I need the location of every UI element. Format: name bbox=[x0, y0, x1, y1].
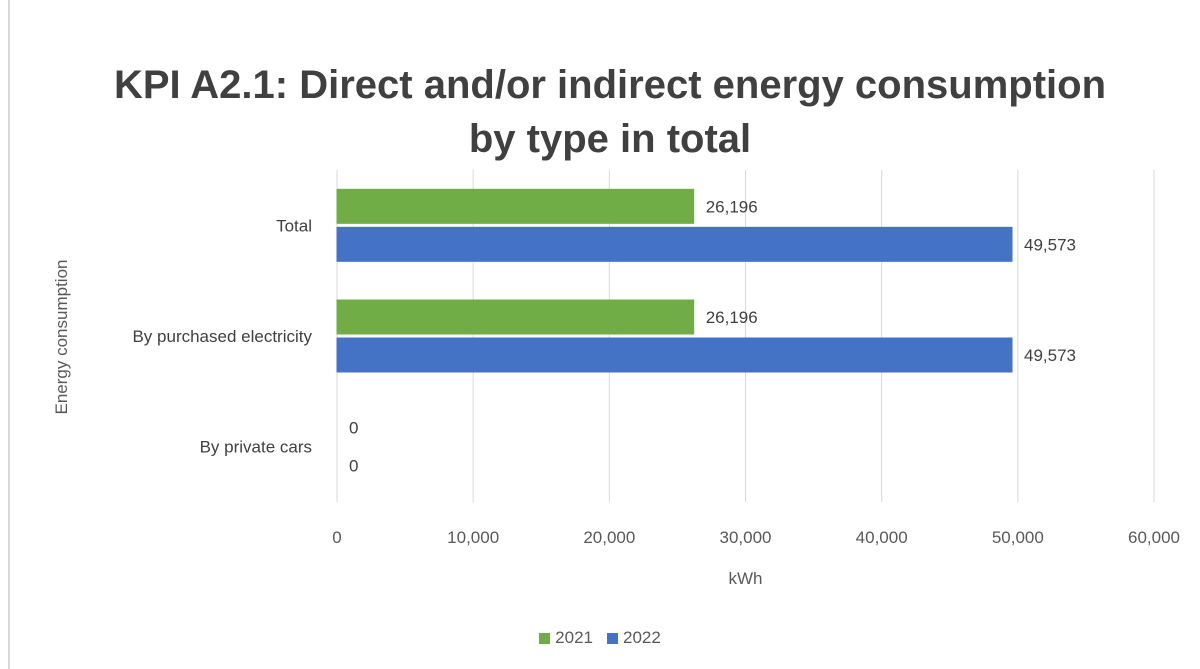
chart-legend: 2021 2022 bbox=[0, 628, 1200, 648]
bar-2022-0 bbox=[336, 226, 1013, 262]
legend-swatch-2022 bbox=[607, 632, 618, 644]
left-border bbox=[8, 0, 10, 669]
legend-label-2021: 2021 bbox=[555, 628, 593, 647]
data-label-2021: 26,196 bbox=[706, 197, 758, 216]
x-tick-label: 50,000 bbox=[992, 528, 1044, 547]
data-label-2021: 0 bbox=[349, 419, 358, 438]
x-tick-label: 30,000 bbox=[720, 528, 772, 547]
bar-2022-1 bbox=[336, 337, 1013, 373]
data-label-2022: 0 bbox=[349, 457, 358, 476]
legend-swatch-2021 bbox=[539, 632, 551, 644]
x-tick-label: 10,000 bbox=[447, 528, 499, 547]
x-tick-label: 20,000 bbox=[583, 528, 635, 547]
x-tick-label: 60,000 bbox=[1128, 528, 1180, 547]
legend-label-2022: 2022 bbox=[623, 628, 661, 647]
chart-title-line-2: by type in total bbox=[468, 117, 752, 161]
category-label: By private cars bbox=[200, 438, 312, 457]
chart-title-line-1: KPI A2.1: Direct and/or indirect energy … bbox=[113, 63, 1107, 107]
data-label-2022: 49,573 bbox=[1024, 346, 1076, 365]
data-label-2021: 26,196 bbox=[706, 308, 758, 327]
data-label-2022: 49,573 bbox=[1024, 235, 1076, 254]
x-axis-title: kWh bbox=[729, 569, 763, 588]
bar-2021-1 bbox=[336, 299, 695, 335]
x-tick-label: 40,000 bbox=[856, 528, 908, 547]
x-tick-label: 0 bbox=[332, 528, 341, 547]
category-label: By purchased electricity bbox=[132, 327, 312, 346]
bar-2021-0 bbox=[336, 188, 695, 224]
legend-item-2022: 2022 bbox=[607, 628, 661, 648]
legend-item-2021: 2021 bbox=[539, 628, 593, 648]
chart-title: KPI A2.1: Direct and/or indirect energy … bbox=[60, 58, 1160, 166]
category-label: Total bbox=[276, 216, 312, 235]
